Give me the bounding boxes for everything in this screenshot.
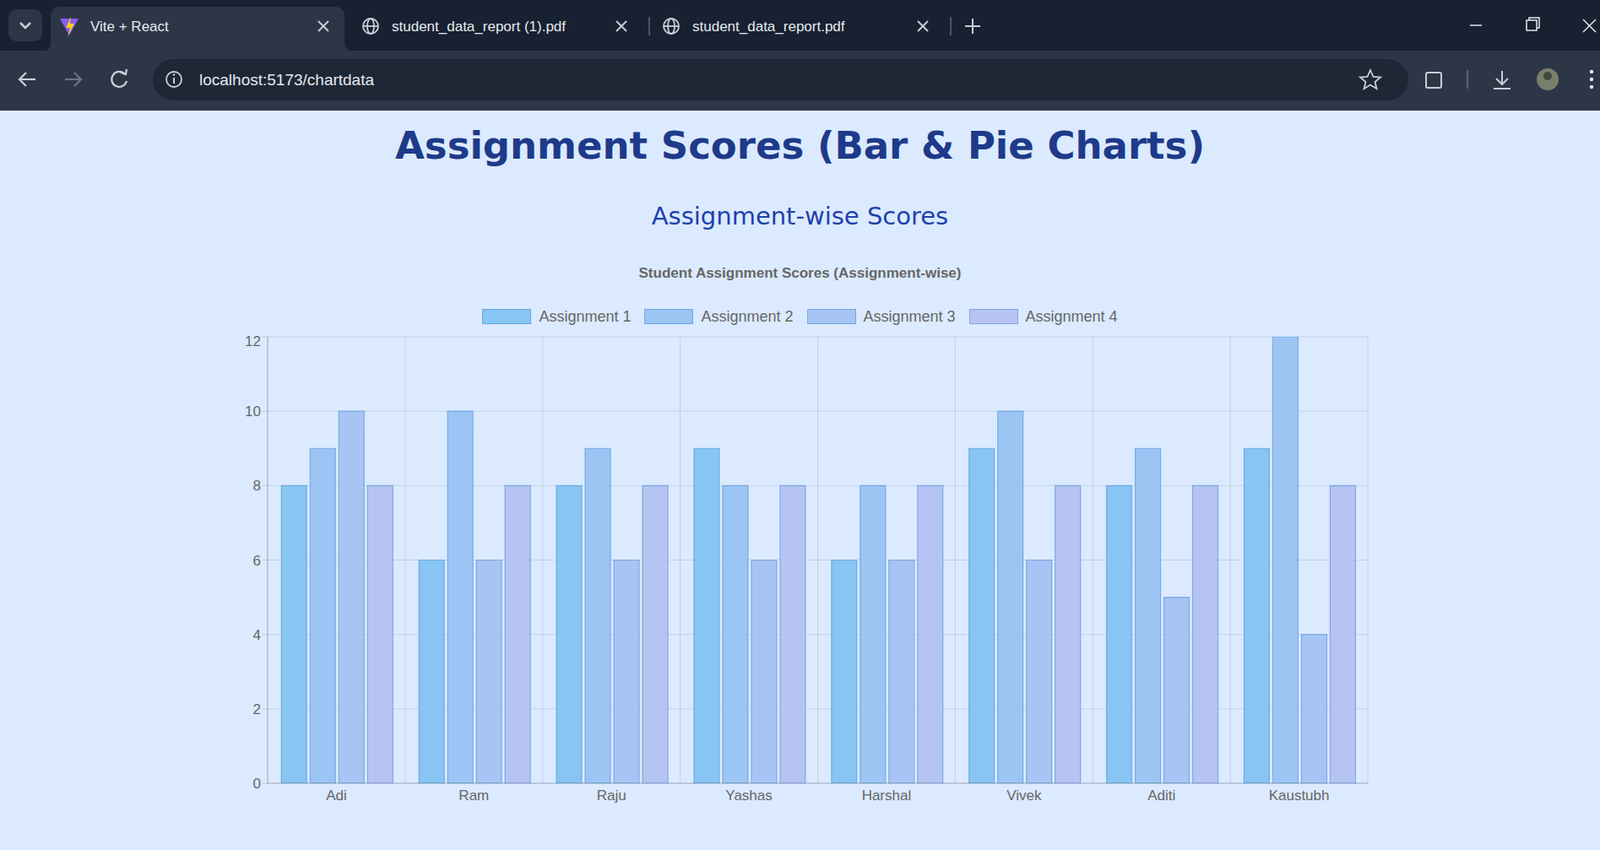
svg-text:0: 0 (253, 775, 261, 792)
svg-text:2: 2 (253, 701, 261, 718)
svg-text:Raju: Raju (596, 787, 627, 804)
html-text:Assignment 1: Assignment 1 (539, 308, 632, 326)
svg-text:Vivek: Vivek (1006, 787, 1042, 804)
svg-text:Aditi: Aditi (1147, 787, 1176, 804)
svg-text:12: 12 (244, 333, 261, 350)
svg-text:localhost:5173/chartdata: localhost:5173/chartdata (199, 70, 375, 89)
svg-text:10: 10 (244, 403, 261, 420)
svg-text:Ram: Ram (458, 787, 489, 804)
svg-text:Kaustubh: Kaustubh (1269, 787, 1330, 804)
html-text:Student Assignment Scores (Ass: Student Assignment Scores (Assignment-wi… (638, 265, 962, 282)
svg-text:Vite + React: Vite + React (90, 18, 169, 35)
html-text:Assignment 4: Assignment 4 (1025, 308, 1118, 326)
html-text:Assignment 2: Assignment 2 (701, 308, 794, 326)
html-text:Assignment-wise Scores: Assignment-wise Scores (651, 201, 949, 231)
html-text:Assignment Scores (Bar & Pie C: Assignment Scores (Bar & Pie Charts) (395, 123, 1205, 169)
svg-text:6: 6 (253, 553, 261, 570)
svg-text:student_data_report (1).pdf: student_data_report (1).pdf (391, 18, 566, 35)
html-text:Assignment 3: Assignment 3 (863, 308, 956, 326)
svg-text:8: 8 (253, 477, 261, 494)
svg-text:4: 4 (253, 627, 261, 644)
svg-text:Harshal: Harshal (862, 787, 912, 804)
svg-text:Yashas: Yashas (725, 787, 772, 804)
svg-text:student_data_report.pdf: student_data_report.pdf (692, 18, 846, 35)
svg-text:Adi: Adi (325, 787, 348, 804)
